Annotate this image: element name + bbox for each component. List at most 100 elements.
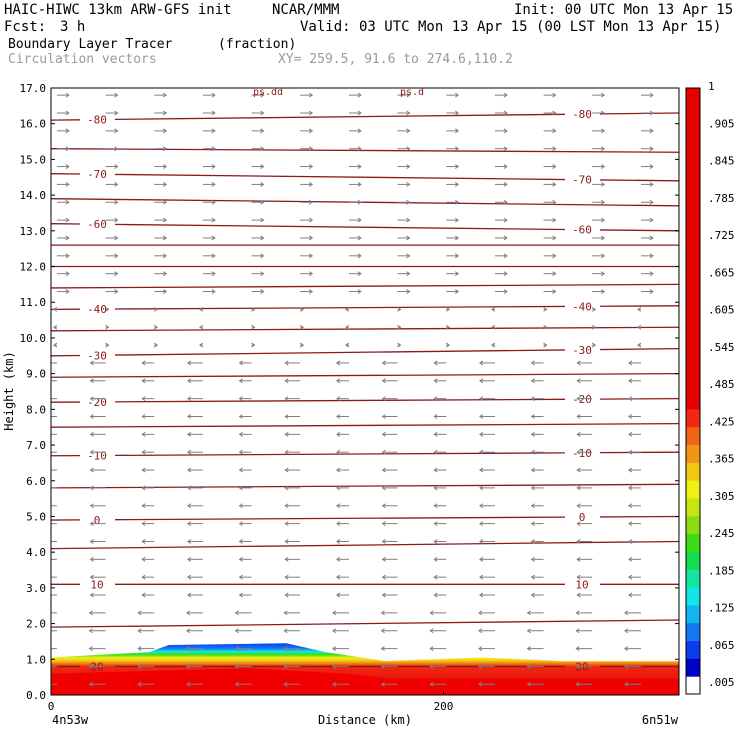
vector-arrowhead xyxy=(628,396,633,402)
vector-arrowhead xyxy=(89,556,94,562)
vector-arrowhead xyxy=(576,449,581,455)
y-tick-label: 17.0 xyxy=(20,82,47,95)
colorbar-swatch xyxy=(686,301,700,321)
vector-arrowhead xyxy=(65,110,70,116)
vector-arrowhead xyxy=(552,164,557,169)
vector-arrowhead xyxy=(600,110,606,116)
vector-arrowhead xyxy=(260,110,265,116)
vector-arrowhead xyxy=(234,610,239,616)
vector-arrowhead xyxy=(479,431,484,437)
vector-arrowhead xyxy=(345,342,350,348)
vector-arrowhead xyxy=(454,92,460,98)
vector-arrowhead xyxy=(479,396,484,402)
vector-arrowhead xyxy=(238,378,243,384)
init-time: Init: 00 UTC Mon 13 Apr 15 xyxy=(514,2,734,18)
vector-arrowhead xyxy=(429,681,434,687)
vector-arrowhead xyxy=(357,289,362,294)
vector-arrowhead xyxy=(251,342,256,348)
vector-arrowhead xyxy=(530,485,535,491)
vector-arrowhead xyxy=(649,289,654,294)
vector-arrowhead xyxy=(530,503,535,509)
vector-arrowhead xyxy=(503,253,508,259)
vector-arrowhead xyxy=(238,485,243,491)
y-tick-label: 0.0 xyxy=(26,689,46,702)
vector-arrowhead xyxy=(336,378,341,384)
vector-arrowhead xyxy=(381,521,386,527)
vector-arrowhead xyxy=(380,646,385,651)
vector-arrowhead xyxy=(543,324,548,330)
vector-arrowhead xyxy=(575,664,580,669)
vector-arrowhead xyxy=(153,342,159,348)
colorbar-label: .365 xyxy=(708,453,735,466)
vector-arrowhead xyxy=(503,128,508,134)
vector-arrowhead xyxy=(552,235,557,241)
isotherm-line xyxy=(51,198,679,207)
isotherm-line xyxy=(51,283,679,289)
vector-arrowhead xyxy=(600,181,606,187)
colorbar-swatch xyxy=(686,551,700,570)
isotherm-label: -80 xyxy=(572,108,592,121)
colorbar-swatch xyxy=(686,515,700,535)
vector-arrowhead xyxy=(65,271,70,277)
x-axis-label: Distance (km) xyxy=(318,713,412,727)
colorbar-swatch xyxy=(686,159,700,178)
vector-arrowhead xyxy=(381,556,386,562)
vector-arrowhead xyxy=(628,592,633,598)
vector-arrowhead xyxy=(576,360,581,366)
colorbar-swatch xyxy=(686,266,700,285)
field1-name: Boundary Layer Tracer xyxy=(8,37,173,52)
vector-arrowhead xyxy=(137,628,142,634)
isotherm-label: 10 xyxy=(575,578,588,591)
isotherm-label: -70 xyxy=(572,174,592,187)
vector-arrowhead xyxy=(649,181,654,187)
vector-arrowhead xyxy=(575,628,580,634)
vector-arrowhead xyxy=(345,324,350,330)
vector-arrowhead xyxy=(162,217,168,223)
vector-arrowhead xyxy=(162,253,168,259)
vector-arrowhead xyxy=(260,199,265,205)
vector-arrowhead xyxy=(454,217,460,223)
vector-arrowhead xyxy=(137,681,142,687)
vector-arrowhead xyxy=(260,271,265,277)
vector-arrowhead xyxy=(552,110,557,116)
vector-arrowhead xyxy=(454,128,460,134)
vector-arrowhead xyxy=(357,164,362,169)
vector-arrowhead xyxy=(576,467,581,473)
vector-arrowhead xyxy=(406,164,411,169)
vector-arrowhead xyxy=(88,664,93,669)
colorbar-swatch xyxy=(686,391,700,410)
vector-arrowhead xyxy=(284,521,289,527)
isotherm-label: -60 xyxy=(572,224,592,237)
colorbar-swatch xyxy=(686,480,700,499)
vector-arrowhead xyxy=(336,467,341,473)
vector-arrowhead xyxy=(600,199,606,205)
vector-arrowhead xyxy=(284,360,289,366)
vector-arrowhead xyxy=(186,592,192,598)
vector-arrowhead xyxy=(141,539,146,544)
vector-arrowhead xyxy=(552,199,557,205)
vector-arrowhead xyxy=(89,467,94,473)
vector-arrowhead xyxy=(429,610,434,616)
vector-arrowhead xyxy=(433,503,438,509)
vector-arrowhead xyxy=(162,271,168,277)
vector-arrowhead xyxy=(186,378,192,384)
vector-arrowhead xyxy=(238,539,243,544)
colorbar-swatch xyxy=(686,88,700,107)
vector-arrowhead xyxy=(238,574,243,580)
vector-arrowhead xyxy=(89,431,94,437)
isotherm-label: -20 xyxy=(572,393,592,406)
colorbar-label: .845 xyxy=(708,155,735,168)
vector-arrowhead xyxy=(260,146,265,152)
vector-arrowhead xyxy=(530,396,535,402)
vector-arrowhead xyxy=(141,396,146,402)
vector-arrowhead xyxy=(211,146,216,152)
vector-arrowhead xyxy=(628,378,633,384)
vector-arrowhead xyxy=(479,592,484,598)
vector-arrowhead xyxy=(552,217,557,223)
vector-arrowhead xyxy=(552,289,557,294)
vector-arrowhead xyxy=(479,414,484,419)
vector-arrowhead xyxy=(576,574,581,580)
vector-arrowhead xyxy=(530,539,535,544)
vector-arrowhead xyxy=(576,521,581,527)
isotherm-line xyxy=(51,372,679,378)
